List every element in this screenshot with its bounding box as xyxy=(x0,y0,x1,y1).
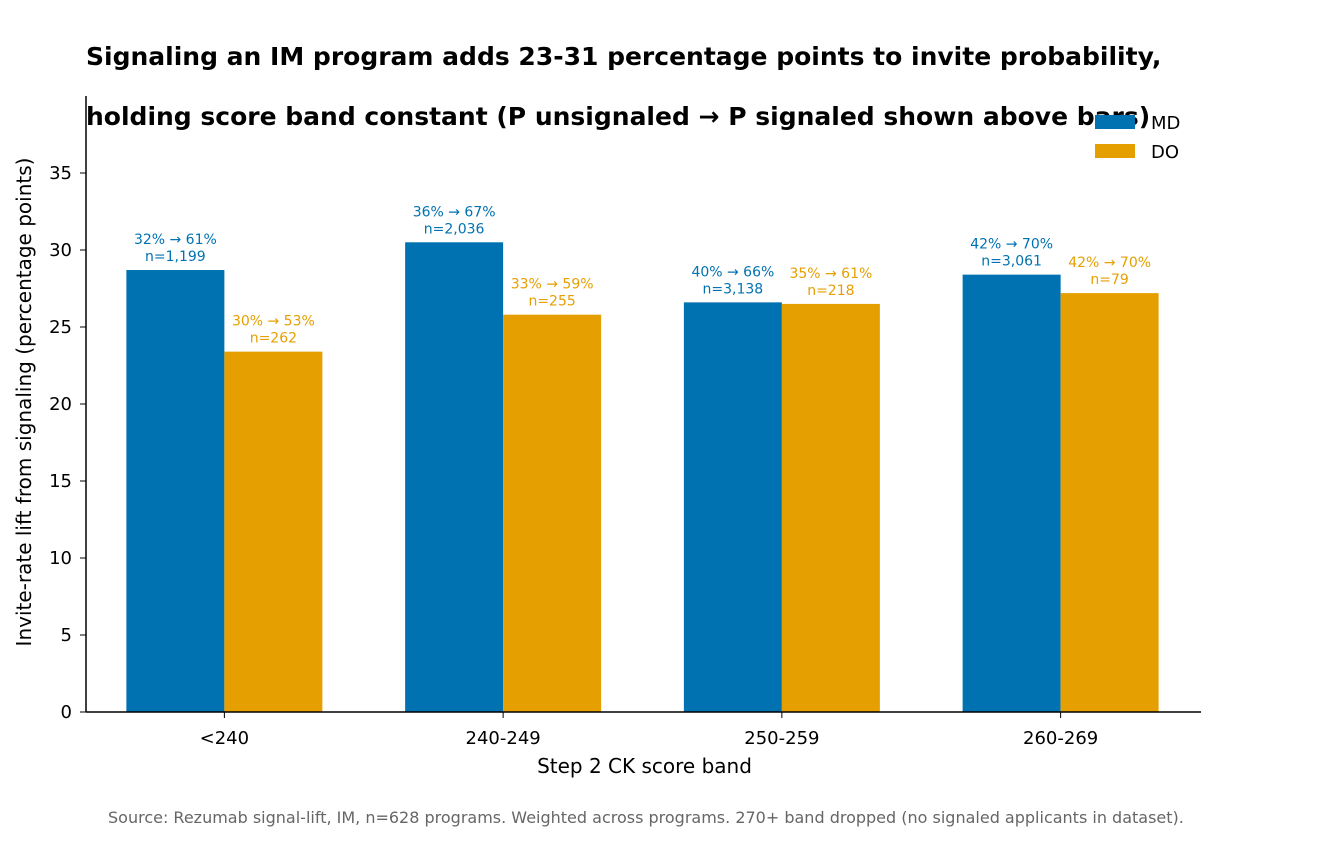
legend-swatch-do xyxy=(1095,144,1135,158)
y-tick-label-6: 30 xyxy=(49,240,72,261)
bar-n-label-do-1: n=255 xyxy=(528,294,575,310)
chart-title-line-2: holding score band constant (P unsignale… xyxy=(86,102,1151,131)
y-tick-label-5: 25 xyxy=(49,317,72,338)
y-tick-label-4: 20 xyxy=(49,394,72,415)
legend-label-md: MD xyxy=(1151,113,1180,134)
bar-label-do-2: 35% → 61% xyxy=(789,266,872,282)
bar-md-2 xyxy=(683,302,782,712)
x-tick-label-1: 240-249 xyxy=(466,728,541,749)
y-axis-label: Invite-rate lift from signaling (percent… xyxy=(12,158,36,647)
x-tick-label-0: <240 xyxy=(200,728,249,749)
bar-do-1 xyxy=(503,314,602,712)
y-tick-label-1: 5 xyxy=(61,625,72,646)
x-tick-label-3: 260-269 xyxy=(1023,728,1098,749)
y-tick-label-0: 0 xyxy=(61,702,72,723)
bar-md-0 xyxy=(126,270,225,712)
legend-swatch-md xyxy=(1095,115,1135,129)
y-tick-label-7: 35 xyxy=(49,163,72,184)
bar-label-md-1: 36% → 67% xyxy=(413,204,496,220)
bar-n-label-do-0: n=262 xyxy=(250,331,297,347)
y-tick-label-3: 15 xyxy=(49,471,72,492)
bar-label-do-1: 33% → 59% xyxy=(511,277,594,293)
bar-md-1 xyxy=(405,242,504,713)
bar-do-0 xyxy=(224,351,323,712)
chart-title-line-1: Signaling an IM program adds 23-31 perce… xyxy=(86,42,1162,71)
source-note: Source: Rezumab signal-lift, IM, n=628 p… xyxy=(108,808,1184,827)
bar-n-label-do-2: n=218 xyxy=(807,283,854,299)
bar-label-md-2: 40% → 66% xyxy=(691,264,774,280)
x-tick-label-2: 250-259 xyxy=(744,728,819,749)
bar-n-label-md-3: n=3,061 xyxy=(981,254,1042,270)
x-axis-label: Step 2 CK score band xyxy=(537,754,752,778)
bar-n-label-md-0: n=1,199 xyxy=(145,249,206,265)
y-tick-label-2: 10 xyxy=(49,548,72,569)
bar-label-md-0: 32% → 61% xyxy=(134,232,217,248)
bar-do-3 xyxy=(1060,293,1159,712)
bar-n-label-md-1: n=2,036 xyxy=(424,221,485,237)
legend-label-do: DO xyxy=(1151,142,1179,163)
chart-title: Signaling an IM program adds 23-31 perce… xyxy=(86,12,1286,162)
bar-md-3 xyxy=(962,274,1061,712)
bar-n-label-md-2: n=3,138 xyxy=(703,281,764,297)
bar-n-label-do-3: n=79 xyxy=(1090,272,1128,288)
bar-label-do-3: 42% → 70% xyxy=(1068,255,1151,271)
bar-label-do-0: 30% → 53% xyxy=(232,314,315,330)
bar-do-2 xyxy=(781,303,880,712)
bar-label-md-3: 42% → 70% xyxy=(970,237,1053,253)
